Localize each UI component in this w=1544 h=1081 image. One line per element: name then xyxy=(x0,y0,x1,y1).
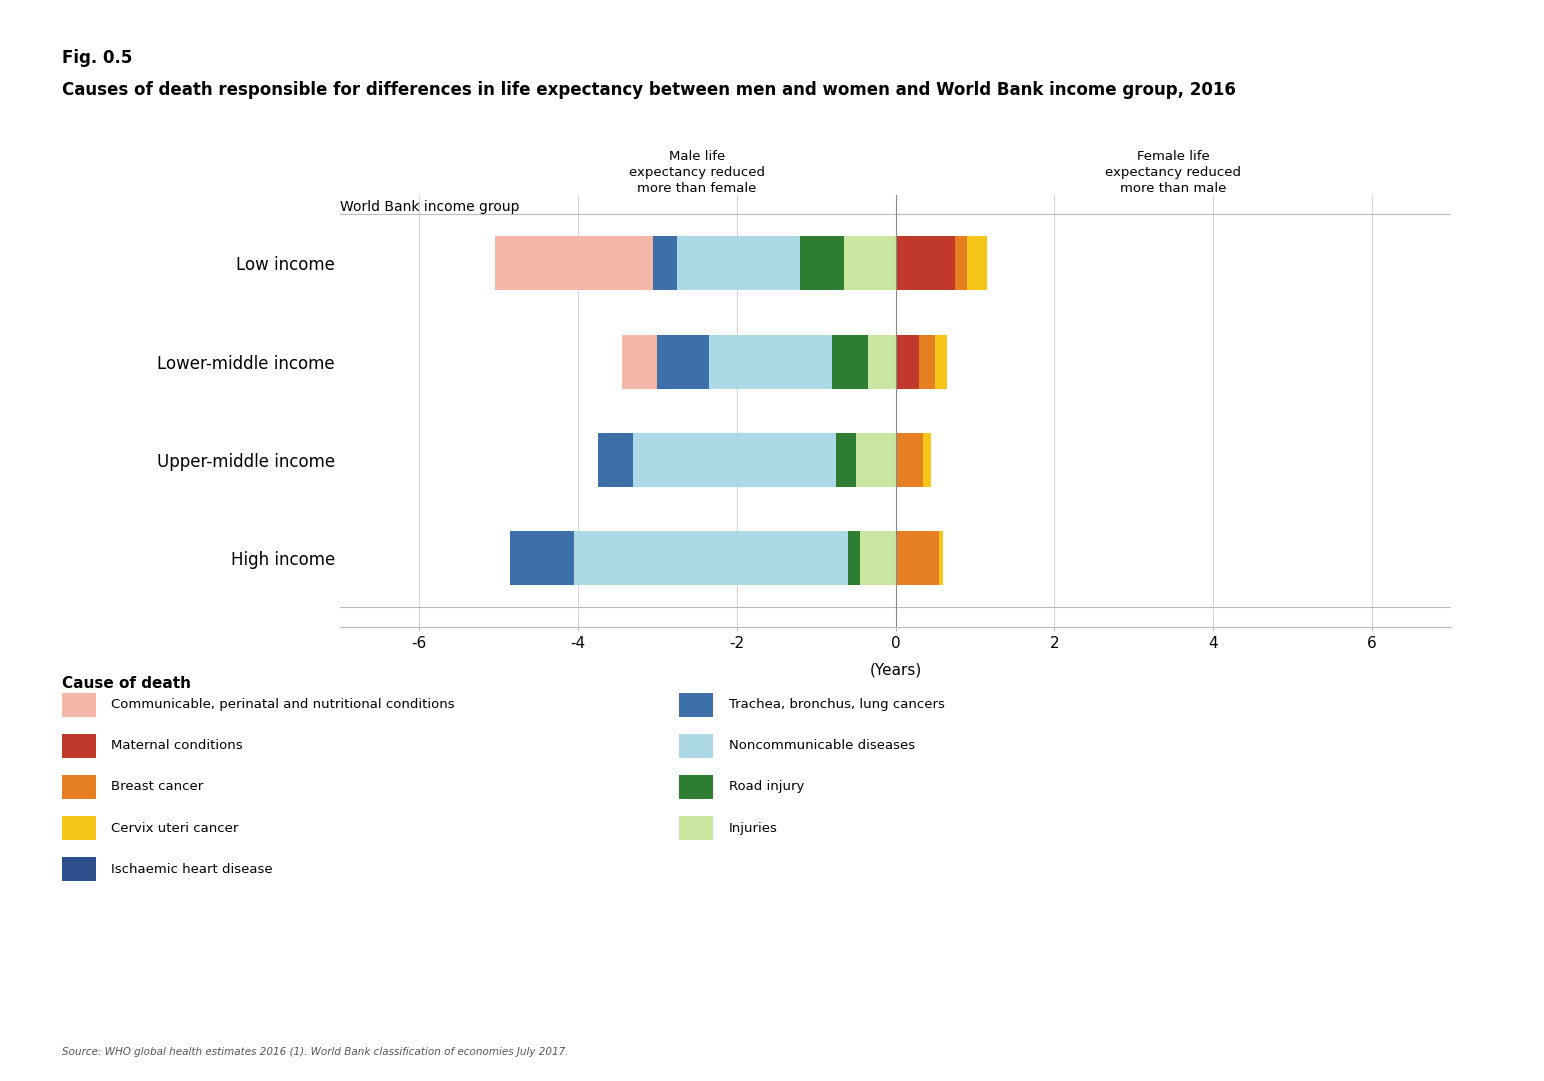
Bar xyxy=(845,237,896,291)
X-axis label: (Years): (Years) xyxy=(869,663,922,677)
Text: Breast cancer: Breast cancer xyxy=(111,780,204,793)
Text: Cervix uteri cancer: Cervix uteri cancer xyxy=(111,822,238,835)
Bar xyxy=(511,531,574,585)
Bar xyxy=(678,237,800,291)
Text: Communicable, perinatal and nutritional conditions: Communicable, perinatal and nutritional … xyxy=(111,698,455,711)
Bar xyxy=(923,432,931,486)
Text: Fig. 0.5: Fig. 0.5 xyxy=(62,49,133,67)
Text: Male life
expectancy reduced
more than female: Male life expectancy reduced more than f… xyxy=(628,149,764,195)
Bar xyxy=(709,335,832,389)
Bar xyxy=(868,335,896,389)
Text: Maternal conditions: Maternal conditions xyxy=(111,739,242,752)
Text: Road injury: Road injury xyxy=(729,780,804,793)
Bar xyxy=(956,237,967,291)
Text: Female life
expectancy reduced
more than male: Female life expectancy reduced more than… xyxy=(1106,149,1241,195)
Text: World Bank income group: World Bank income group xyxy=(340,200,519,214)
Bar xyxy=(860,531,896,585)
Bar xyxy=(658,335,709,389)
Bar xyxy=(622,335,658,389)
Bar xyxy=(835,432,855,486)
Bar xyxy=(939,531,943,585)
Text: Noncommunicable diseases: Noncommunicable diseases xyxy=(729,739,916,752)
Text: Injuries: Injuries xyxy=(729,822,778,835)
Text: Ischaemic heart disease: Ischaemic heart disease xyxy=(111,863,273,876)
Text: Trachea, bronchus, lung cancers: Trachea, bronchus, lung cancers xyxy=(729,698,945,711)
Bar xyxy=(936,335,946,389)
Bar xyxy=(896,335,919,389)
Bar xyxy=(653,237,678,291)
Bar xyxy=(855,432,896,486)
Bar xyxy=(896,432,923,486)
Text: Source: WHO global health estimates 2016 (1). World Bank classification of econo: Source: WHO global health estimates 2016… xyxy=(62,1047,568,1057)
Bar xyxy=(848,531,860,585)
Bar xyxy=(574,531,848,585)
Bar xyxy=(832,335,868,389)
Bar xyxy=(919,335,936,389)
Bar xyxy=(494,237,653,291)
Bar xyxy=(967,237,987,291)
Bar xyxy=(896,237,956,291)
Bar xyxy=(800,237,845,291)
Bar xyxy=(598,432,633,486)
Bar xyxy=(633,432,835,486)
Bar xyxy=(896,531,939,585)
Text: Causes of death responsible for differences in life expectancy between men and w: Causes of death responsible for differen… xyxy=(62,81,1235,99)
Text: Cause of death: Cause of death xyxy=(62,676,191,691)
